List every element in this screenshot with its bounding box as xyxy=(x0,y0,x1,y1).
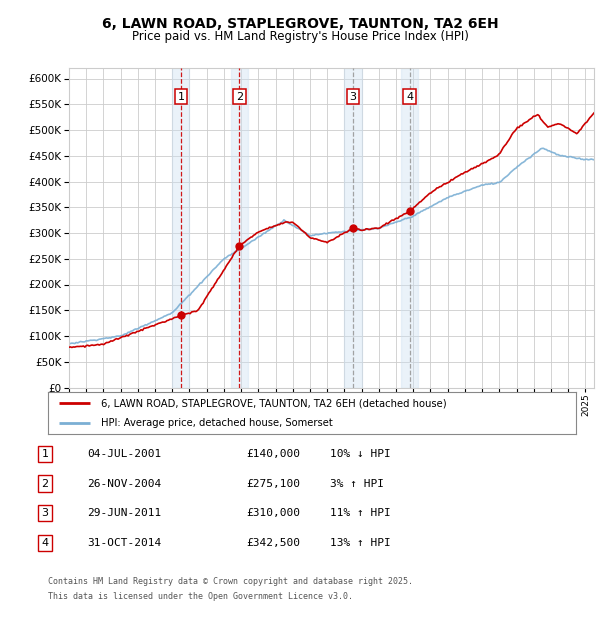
Text: 4: 4 xyxy=(406,92,413,102)
Text: 29-JUN-2011: 29-JUN-2011 xyxy=(87,508,161,518)
Text: 2: 2 xyxy=(236,92,243,102)
Text: £275,100: £275,100 xyxy=(246,479,300,489)
Text: 4: 4 xyxy=(41,538,49,548)
Text: 13% ↑ HPI: 13% ↑ HPI xyxy=(330,538,391,548)
Text: 10% ↓ HPI: 10% ↓ HPI xyxy=(330,449,391,459)
Text: This data is licensed under the Open Government Licence v3.0.: This data is licensed under the Open Gov… xyxy=(48,592,353,601)
Bar xyxy=(172,68,190,388)
Bar xyxy=(401,68,418,388)
Text: 6, LAWN ROAD, STAPLEGROVE, TAUNTON, TA2 6EH: 6, LAWN ROAD, STAPLEGROVE, TAUNTON, TA2 … xyxy=(101,17,499,32)
Text: 6, LAWN ROAD, STAPLEGROVE, TAUNTON, TA2 6EH (detached house): 6, LAWN ROAD, STAPLEGROVE, TAUNTON, TA2 … xyxy=(101,398,446,408)
Text: 26-NOV-2004: 26-NOV-2004 xyxy=(87,479,161,489)
Text: Contains HM Land Registry data © Crown copyright and database right 2025.: Contains HM Land Registry data © Crown c… xyxy=(48,577,413,586)
Text: £140,000: £140,000 xyxy=(246,449,300,459)
Text: 1: 1 xyxy=(178,92,184,102)
Text: £310,000: £310,000 xyxy=(246,508,300,518)
Text: HPI: Average price, detached house, Somerset: HPI: Average price, detached house, Some… xyxy=(101,418,332,428)
Text: 11% ↑ HPI: 11% ↑ HPI xyxy=(330,508,391,518)
Bar xyxy=(344,68,362,388)
Text: £342,500: £342,500 xyxy=(246,538,300,548)
Text: Price paid vs. HM Land Registry's House Price Index (HPI): Price paid vs. HM Land Registry's House … xyxy=(131,30,469,43)
Text: 3: 3 xyxy=(41,508,49,518)
Text: 31-OCT-2014: 31-OCT-2014 xyxy=(87,538,161,548)
Text: 2: 2 xyxy=(41,479,49,489)
Text: 1: 1 xyxy=(41,449,49,459)
Text: 3: 3 xyxy=(350,92,356,102)
Text: 3% ↑ HPI: 3% ↑ HPI xyxy=(330,479,384,489)
Bar xyxy=(231,68,248,388)
Text: 04-JUL-2001: 04-JUL-2001 xyxy=(87,449,161,459)
